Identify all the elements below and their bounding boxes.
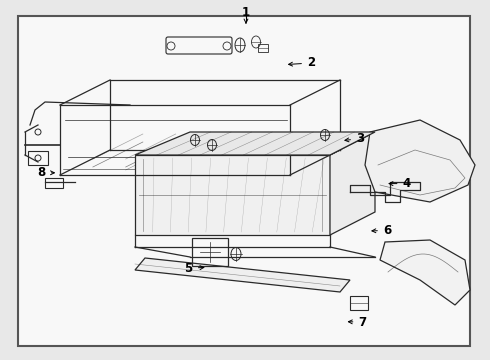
Polygon shape <box>135 155 330 235</box>
Polygon shape <box>135 258 350 292</box>
Text: 1: 1 <box>242 6 250 19</box>
Bar <box>350 296 368 310</box>
Text: 4: 4 <box>403 177 411 190</box>
Text: 3: 3 <box>356 132 364 145</box>
Polygon shape <box>135 132 375 155</box>
Polygon shape <box>365 120 475 202</box>
Polygon shape <box>330 132 375 235</box>
Polygon shape <box>380 240 470 305</box>
Bar <box>45 178 63 188</box>
Text: 8: 8 <box>38 166 46 179</box>
Text: 5: 5 <box>185 262 193 275</box>
Bar <box>28 151 48 165</box>
Text: 6: 6 <box>383 224 391 237</box>
Bar <box>258 44 268 52</box>
Bar <box>192 238 228 266</box>
Text: 7: 7 <box>359 316 367 329</box>
Text: 2: 2 <box>307 57 315 69</box>
